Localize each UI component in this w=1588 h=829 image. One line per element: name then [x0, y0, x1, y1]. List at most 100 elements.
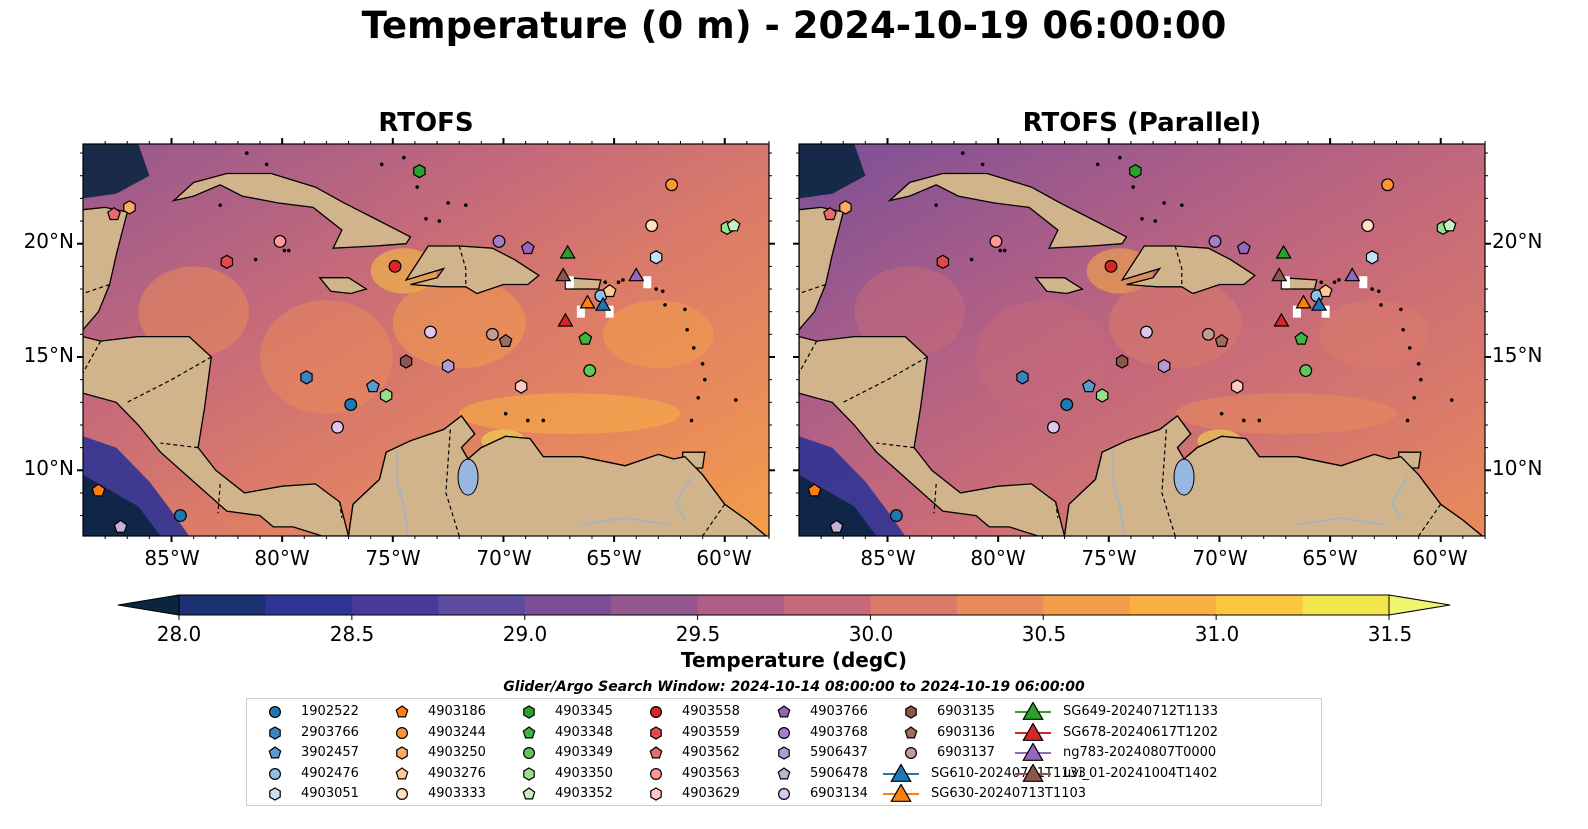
legend-label: 5906478: [810, 765, 868, 781]
marker-SG649-20240712T1133: [559, 244, 576, 259]
legend-marker-icon: [650, 787, 662, 801]
land-cuba: [887, 172, 1128, 249]
small-island: [253, 257, 258, 262]
legend-marker-icon: [522, 787, 536, 800]
small-island: [1162, 201, 1166, 205]
lon-label-75w: 75°W: [365, 546, 421, 570]
legend-label: 4903276: [428, 765, 486, 781]
legend-hexagon-icon: [523, 705, 535, 719]
legend-circle-icon: [778, 787, 791, 801]
country-border: [339, 501, 343, 518]
marker-4903352: [726, 218, 741, 232]
marker-6903137: [1201, 327, 1215, 341]
legend-pentagon-icon: [522, 725, 536, 738]
small-island: [689, 418, 694, 423]
lake-maracaibo: [457, 458, 479, 496]
legend-label: 4903348: [555, 724, 613, 740]
colorbar-tick: 28.0: [156, 622, 202, 646]
marker-4903559: [220, 254, 234, 269]
temperature-patch: [603, 300, 714, 369]
legend-label: 5906437: [810, 745, 868, 760]
small-island: [1399, 307, 1403, 312]
small-island: [703, 377, 707, 382]
river: [580, 517, 670, 526]
marker-4903563: [989, 234, 1003, 248]
legend-label: 4903558: [682, 704, 740, 719]
legend-circle-icon: [650, 705, 663, 719]
marker-4903250: [123, 200, 136, 215]
legend-marker-icon: [883, 763, 919, 782]
marker-4903350: [1095, 388, 1109, 403]
legend-label: 1902522: [301, 704, 359, 719]
country-border: [160, 442, 199, 449]
small-island: [980, 162, 985, 167]
marker-4903051: [1365, 250, 1379, 265]
legend-triangle-icon: [1022, 722, 1044, 741]
country-border: [127, 356, 212, 403]
colorbar-tick: 31.5: [1367, 622, 1413, 646]
legend-label: SG649-20240712T1133: [1063, 704, 1219, 719]
legend-label: 4903562: [682, 745, 740, 760]
small-island: [282, 248, 287, 253]
marker-4903562: [107, 206, 121, 221]
marker-4903559: [936, 254, 950, 269]
small-island: [969, 257, 974, 262]
small-island: [734, 398, 738, 402]
country-border: [83, 340, 102, 374]
country-border: [876, 442, 915, 449]
small-island: [446, 201, 450, 205]
small-island: [691, 346, 696, 350]
legend-label: 4903244: [428, 724, 486, 740]
glider-track: [1281, 276, 1290, 289]
country-border: [933, 483, 937, 514]
marker-4903629: [514, 379, 528, 394]
legend-label: 4902476: [301, 765, 359, 781]
lake-maracaibo: [1173, 458, 1195, 496]
small-island: [1419, 377, 1423, 382]
small-island: [700, 361, 705, 366]
small-island: [402, 155, 406, 160]
colorbar-segment: [1129, 595, 1217, 615]
marker-4903333: [645, 219, 659, 233]
colorbar-segment: [351, 595, 439, 615]
lat-label-15n: 15°N: [1492, 343, 1543, 367]
legend-pentagon-icon: [268, 746, 282, 759]
small-island: [287, 248, 291, 253]
colorbar-segment: [1043, 595, 1131, 615]
legend-hexagon-icon: [650, 787, 662, 801]
legend-marker-icon: [269, 767, 282, 780]
legend-marker-icon: [777, 766, 791, 779]
marker-4903276: [602, 284, 617, 298]
marker-4903244: [665, 178, 679, 192]
marker-SG649-20240712T1133: [1275, 244, 1292, 259]
land-fill: [348, 415, 769, 536]
country-border: [1174, 245, 1183, 287]
land-cuba: [171, 172, 412, 249]
lon-label-65w: 65°W: [1302, 546, 1358, 570]
land-yucatan: [83, 206, 129, 331]
marker-4903244: [1381, 178, 1395, 192]
legend-marker-icon: [650, 705, 663, 719]
lon-label-75w: 75°W: [1081, 546, 1137, 570]
small-island: [1376, 289, 1381, 294]
marker-4903333: [1361, 219, 1375, 233]
legend-marker-icon: [269, 725, 281, 740]
legend-hexagon-icon: [523, 766, 535, 781]
small-island: [1153, 219, 1158, 223]
small-island: [1412, 395, 1416, 400]
colorbar-segment: [1302, 595, 1390, 615]
legend-pentagon-icon: [777, 766, 791, 779]
marker-4903766: [1236, 240, 1251, 255]
panel-title-rtofs: RTOFS: [378, 108, 474, 138]
country-border: [445, 429, 460, 536]
legend-label: 4903345: [555, 704, 613, 719]
marker-4903558: [1104, 259, 1118, 273]
small-island: [1405, 418, 1410, 423]
lon-label-60w: 60°W: [696, 546, 752, 570]
small-island: [1416, 361, 1421, 366]
legend-circle-icon: [396, 726, 409, 739]
small-island: [654, 287, 658, 291]
marker-6903137: [485, 327, 499, 341]
marker-4903051: [649, 250, 663, 265]
marker-1902522: [344, 398, 358, 412]
